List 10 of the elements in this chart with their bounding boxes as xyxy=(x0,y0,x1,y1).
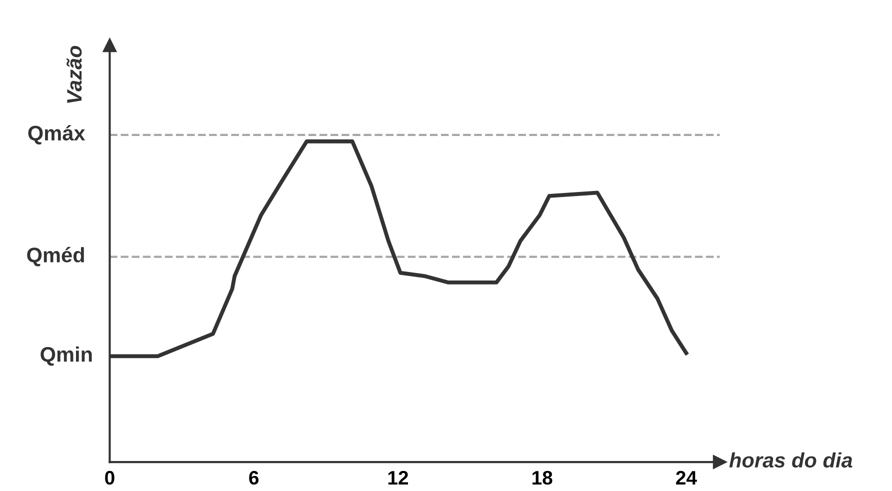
x-axis-title: horas do dia xyxy=(729,452,852,468)
annotation: Qmin xyxy=(40,346,92,366)
x-tick-label: 18 xyxy=(532,470,552,485)
x-tick-label: 12 xyxy=(388,470,408,484)
x-tick-label: 24 xyxy=(676,470,697,484)
y-axis-title: Vazão xyxy=(66,46,82,103)
x-tick-label: 6 xyxy=(249,470,259,485)
ref-line-label: Qmáx xyxy=(28,125,86,144)
x-tick-label: 0 xyxy=(105,470,114,485)
ref-line-label: Qméd xyxy=(27,246,84,266)
